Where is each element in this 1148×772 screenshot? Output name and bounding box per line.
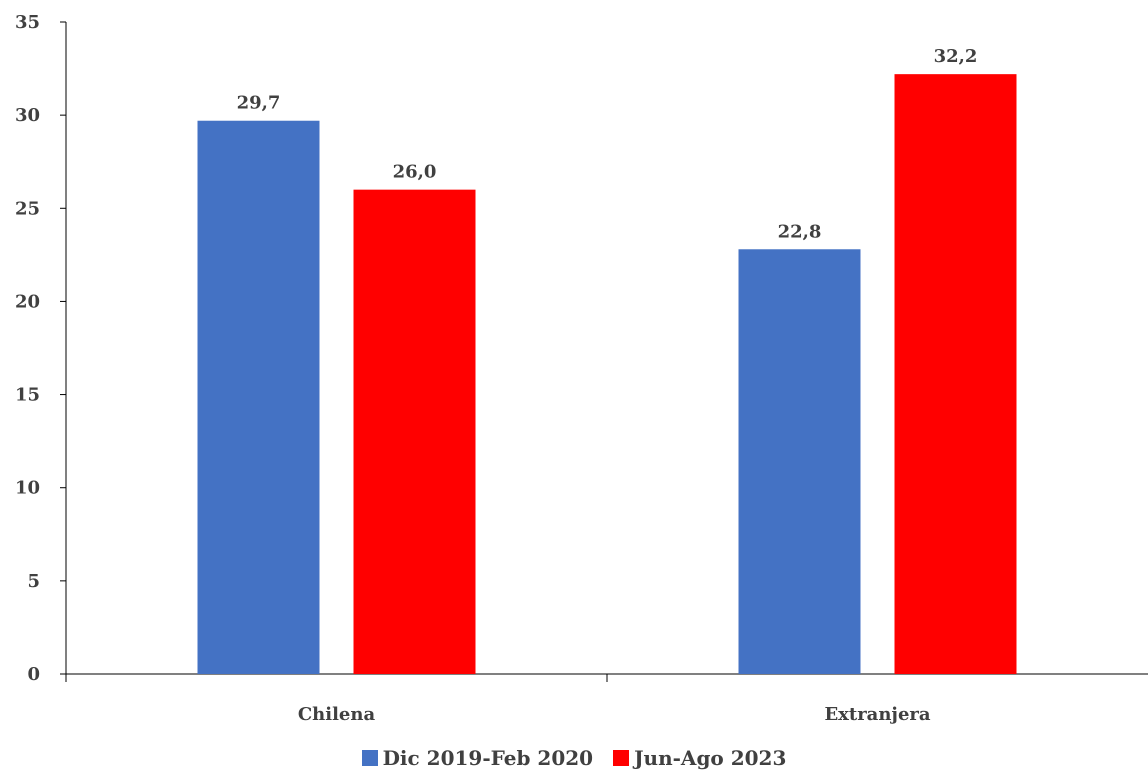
y-tick-label: 35: [15, 12, 40, 33]
x-tick-label: Extranjera: [824, 704, 930, 725]
legend-label-series-1: Dic 2019-Feb 2020: [382, 746, 594, 770]
legend-item-series-2: Jun-Ago 2023: [613, 746, 786, 770]
data-label: 22,8: [778, 221, 822, 242]
y-tick-label: 20: [15, 291, 40, 312]
data-label: 29,7: [237, 93, 281, 114]
y-tick-label: 5: [27, 571, 40, 592]
legend: Dic 2019-Feb 2020 Jun-Ago 2023: [0, 746, 1148, 770]
legend-label-series-2: Jun-Ago 2023: [634, 746, 787, 770]
bar: [738, 249, 861, 675]
y-tick-label: 25: [15, 198, 40, 219]
legend-item-series-1: Dic 2019-Feb 2020: [361, 746, 594, 770]
labels: 29,7 26,0 Chilena 22,8 32,2 Extranjera: [237, 46, 978, 725]
x-tick-label: Chilena: [298, 704, 376, 725]
legend-swatch-series-1: [361, 750, 378, 766]
data-label: 32,2: [934, 46, 978, 67]
y-tick-label: 0: [27, 664, 40, 685]
bars: [197, 74, 1017, 675]
y-tick-label: 30: [15, 105, 40, 126]
y-tick-label: 10: [15, 478, 40, 499]
bar: [197, 120, 320, 674]
legend-swatch-series-2: [613, 750, 630, 766]
data-label: 26,0: [393, 162, 437, 183]
bar: [894, 74, 1017, 674]
bar: [353, 189, 476, 674]
y-tick-label: 15: [15, 385, 40, 406]
bar-chart: 0 5 10 15 20 25 30 35 29,7 26,0 Chilena 22,8 32,2 Ex…: [15, 12, 1148, 725]
